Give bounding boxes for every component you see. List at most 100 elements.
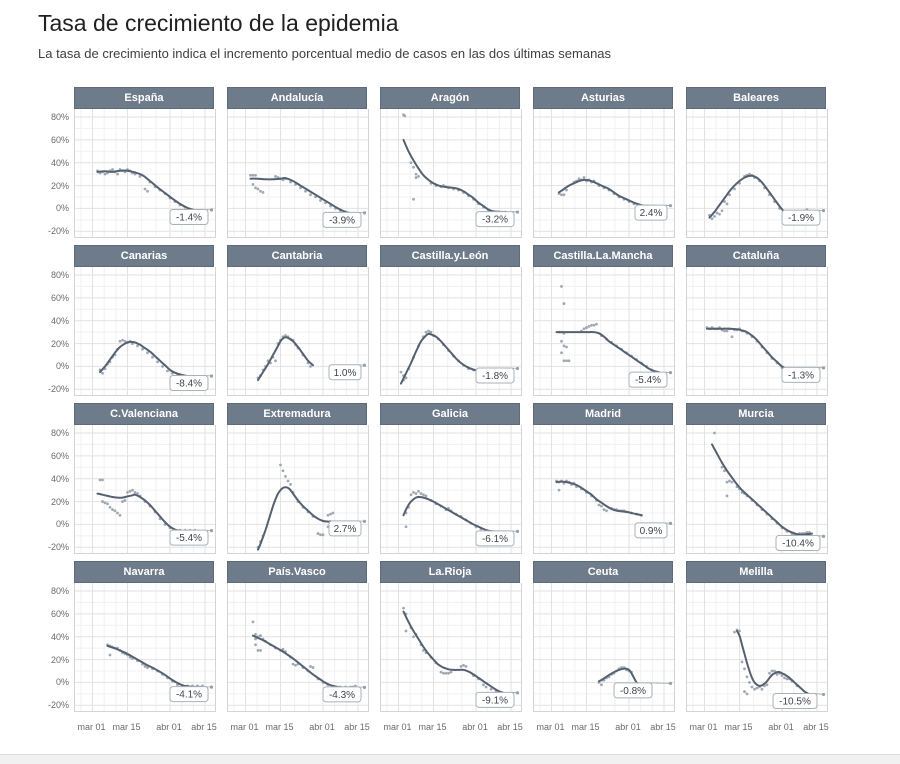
y-axis-label: 20% bbox=[50, 654, 69, 665]
facet-title: Ceuta bbox=[533, 561, 673, 583]
latest-value-label: -4.1% bbox=[176, 690, 202, 701]
latest-value-label: -10.5% bbox=[779, 697, 811, 708]
latest-value-label: -6.1% bbox=[482, 534, 508, 545]
facet-chart: -9.1% bbox=[380, 583, 522, 712]
facet-chart: -3.2% bbox=[380, 109, 522, 238]
footer-bar bbox=[0, 754, 900, 764]
facet-chart: -10.5% bbox=[686, 583, 828, 712]
latest-value-label-box bbox=[475, 530, 515, 547]
y-axis-label: 0% bbox=[55, 677, 69, 688]
facet-panel: País.Vasco -4.3% bbox=[227, 561, 369, 712]
facet-row: 80% 60% 40% 20% 0% -20% Canarias -8.4% Cantabria… bbox=[38, 245, 900, 396]
facet-chart: -1.8% bbox=[380, 267, 522, 396]
latest-value-label-box bbox=[775, 535, 821, 551]
y-axis-label: -20% bbox=[47, 700, 69, 711]
y-axis-label: 20% bbox=[50, 180, 69, 191]
x-axis-label: mar 15 bbox=[112, 722, 141, 732]
latest-value-label: -3.2% bbox=[482, 215, 508, 226]
x-axis-label: abr 01 bbox=[309, 722, 335, 732]
x-axis-label: abr 01 bbox=[768, 722, 794, 732]
latest-value-label-box bbox=[613, 682, 653, 699]
facet-panel: Galicia -6.1% bbox=[380, 403, 522, 554]
x-axis-cell: mar 01 mar 15 abr 01 abr 15 bbox=[227, 719, 370, 735]
latest-value-label: -1.4% bbox=[176, 213, 202, 224]
facet-panel: Castilla.La.Mancha -5.4% bbox=[533, 245, 675, 396]
facet-panel: Baleares -1.9% bbox=[686, 87, 828, 238]
x-axis-cell: mar 01 mar 15 abr 01 abr 15 bbox=[686, 719, 828, 735]
latest-value-label: -4.3% bbox=[329, 690, 355, 701]
facet-chart: -8.4% bbox=[74, 267, 216, 396]
facet-title: Castilla.y.León bbox=[380, 245, 520, 267]
facet-row: 80% 60% 40% 20% 0% -20% Navarra -4.1% País.Vasco… bbox=[38, 561, 900, 712]
facet-title: Castilla.La.Mancha bbox=[533, 245, 673, 267]
x-axis-label: abr 15 bbox=[497, 722, 523, 732]
facet-chart: -4.3% bbox=[227, 583, 369, 712]
facet-panel: Cataluña -1.3% bbox=[686, 245, 828, 396]
latest-value-label-box bbox=[169, 375, 209, 392]
y-axis-label: 0% bbox=[55, 203, 69, 214]
latest-value-label: -0.8% bbox=[620, 686, 646, 697]
y-axis-label: 0% bbox=[55, 519, 69, 530]
facet-title: Cataluña bbox=[686, 245, 826, 267]
x-axis-cell: mar 01 mar 15 abr 01 abr 15 bbox=[74, 719, 216, 735]
latest-value-label: -1.3% bbox=[788, 370, 814, 381]
y-axis-label: 60% bbox=[50, 608, 69, 619]
x-axis-label: mar 01 bbox=[230, 722, 259, 732]
latest-value-label: -1.9% bbox=[788, 213, 814, 224]
latest-value-label-box bbox=[634, 522, 668, 539]
y-axis-label: 80% bbox=[50, 586, 69, 596]
facet-panel: Canarias -8.4% bbox=[74, 245, 216, 396]
latest-value-label: -5.4% bbox=[635, 375, 661, 386]
x-axis-label: abr 01 bbox=[156, 722, 182, 732]
facet-title: Canarias bbox=[74, 245, 214, 267]
facet-title: Andalucía bbox=[227, 87, 367, 109]
facet-chart: -6.1% bbox=[380, 425, 522, 554]
x-axis-cell: mar 01 mar 15 abr 01 abr 15 bbox=[380, 719, 523, 735]
page-title: Tasa de crecimiento de la epidemia bbox=[38, 10, 399, 36]
x-axis-label: mar 15 bbox=[724, 722, 753, 732]
facet-title: Asturias bbox=[533, 87, 673, 109]
facet-panel: Castilla.y.León -1.8% bbox=[380, 245, 522, 396]
facet-title: Navarra bbox=[74, 561, 214, 583]
x-axis-label: abr 01 bbox=[462, 722, 488, 732]
y-axis: 80% 60% 40% 20% 0% -20% bbox=[38, 245, 74, 396]
facet-title: Murcia bbox=[686, 403, 826, 425]
y-axis-label: 40% bbox=[50, 631, 69, 642]
y-axis-label: 60% bbox=[50, 450, 69, 461]
latest-value-label-box bbox=[169, 209, 209, 226]
latest-value-label: 1.0% bbox=[334, 368, 357, 379]
latest-value-label: -5.4% bbox=[176, 533, 202, 544]
facet-title: Galicia bbox=[380, 403, 520, 425]
facet-panel: Asturias 2.4% bbox=[533, 87, 675, 238]
latest-value-label: -9.1% bbox=[482, 695, 508, 706]
facet-panel: Madrid 0.9% bbox=[533, 403, 675, 554]
x-axis-label: mar 15 bbox=[265, 722, 294, 732]
facet-row: 80% 60% 40% 20% 0% -20% C.Valenciana -5.4% Extre… bbox=[38, 403, 900, 554]
y-axis: 80% 60% 40% 20% 0% -20% bbox=[38, 403, 74, 554]
latest-value-label-box bbox=[781, 366, 821, 383]
y-axis-label: 40% bbox=[50, 315, 69, 326]
latest-value-label-box bbox=[322, 211, 362, 228]
facet-panel: Aragón -3.2% bbox=[380, 87, 522, 238]
latest-value-label-box bbox=[634, 204, 668, 221]
facet-panel: Murcia -10.4% bbox=[686, 403, 828, 554]
latest-value-label: 2.4% bbox=[640, 208, 663, 219]
x-axis-label: abr 15 bbox=[344, 722, 370, 732]
facet-panel: La.Rioja -9.1% bbox=[380, 561, 522, 712]
y-axis-label: 60% bbox=[50, 292, 69, 303]
y-axis-label: 20% bbox=[50, 496, 69, 507]
facet-chart: -10.4% bbox=[686, 425, 828, 554]
facet-title: C.Valenciana bbox=[74, 403, 214, 425]
facet-panel: Extremadura 2.7% bbox=[227, 403, 369, 554]
y-axis-label: 40% bbox=[50, 473, 69, 484]
y-axis-label: 80% bbox=[50, 428, 69, 438]
facet-chart: 1.0% bbox=[227, 267, 369, 396]
y-axis-label: 40% bbox=[50, 157, 69, 168]
latest-value-label-box bbox=[781, 209, 821, 226]
facet-grid: 80% 60% 40% 20% 0% -20% España -1.4% Andalucía -3… bbox=[38, 87, 900, 735]
facet-panel: Cantabria 1.0% bbox=[227, 245, 369, 396]
facet-row: 80% 60% 40% 20% 0% -20% España -1.4% Andalucía -3… bbox=[38, 87, 900, 238]
x-axis-label: mar 01 bbox=[536, 722, 565, 732]
latest-value-label-box bbox=[628, 371, 668, 388]
facet-chart: -3.9% bbox=[227, 109, 369, 238]
